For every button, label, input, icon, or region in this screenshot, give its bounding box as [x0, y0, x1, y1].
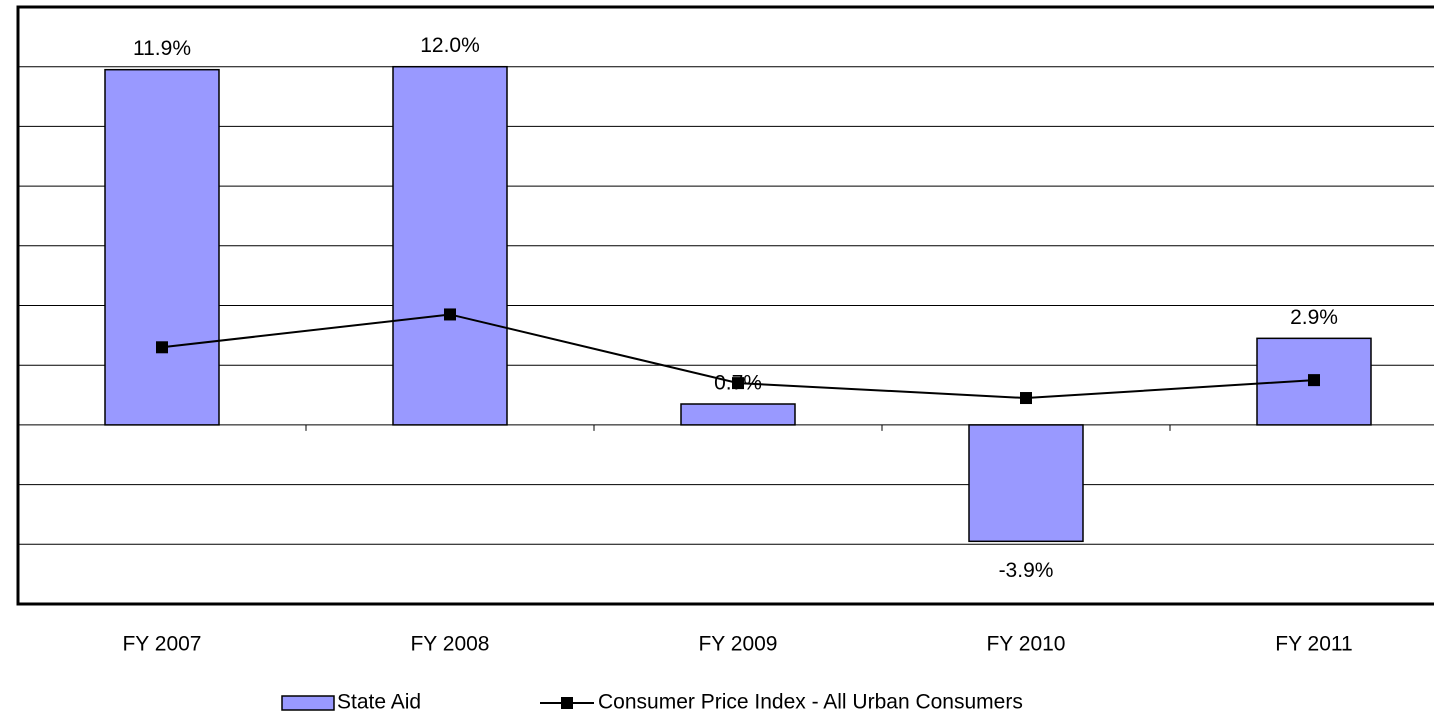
plot-frame — [16, 5, 1434, 606]
line-marker — [444, 308, 456, 321]
bar — [104, 68, 220, 426]
value-label: -3.9% — [999, 559, 1054, 582]
line-marker — [1020, 392, 1032, 405]
x-tick-label: FY 2009 — [698, 633, 777, 656]
legend-label: State Aid — [337, 691, 421, 714]
bar — [680, 403, 796, 426]
value-label: 11.9% — [133, 37, 191, 60]
value-label: 2.9% — [1290, 306, 1338, 329]
legend-marker — [561, 697, 573, 709]
value-label: 12.0% — [420, 34, 480, 57]
line-marker — [732, 377, 744, 390]
x-tick-label: FY 2010 — [986, 633, 1065, 656]
line-marker — [1308, 374, 1320, 387]
bar — [392, 65, 508, 426]
legend-swatch — [281, 695, 335, 711]
x-tick-label: FY 2008 — [410, 633, 489, 656]
line-marker — [156, 341, 168, 354]
legend-label: Consumer Price Index - All Urban Consume… — [598, 691, 1023, 714]
x-tick-label: FY 2011 — [1275, 633, 1352, 656]
bar — [968, 424, 1084, 543]
x-tick-label: FY 2007 — [122, 633, 201, 656]
